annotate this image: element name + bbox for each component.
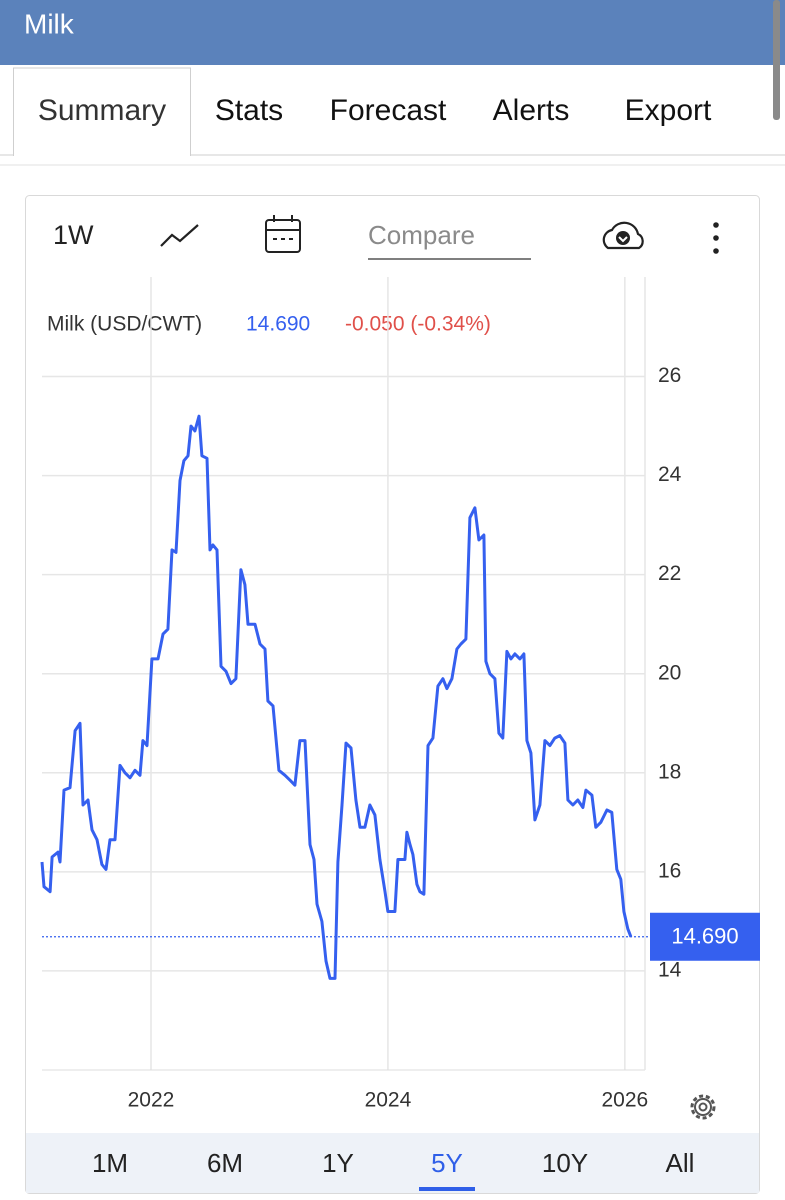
calendar-icon[interactable] (265, 215, 301, 253)
range-buttons: 1M 6M 1Y 5Y 10Y All (92, 1148, 695, 1191)
tab[interactable]: Summary (38, 94, 166, 127)
tab-selected-cover (14, 150, 190, 158)
y-tick-label: 20 (658, 661, 681, 684)
scrollbar (773, 0, 780, 120)
legend-name: Milk (USD/CWT) (47, 313, 202, 336)
range-selected-underline (419, 1187, 475, 1191)
tab[interactable]: Export (625, 94, 712, 127)
range-button[interactable]: 1M (92, 1148, 128, 1178)
last-price-label: 14.690 (671, 924, 738, 949)
x-tick-label: 2022 (128, 1089, 175, 1112)
y-tick-label: 18 (658, 760, 681, 783)
chart-card (25, 195, 760, 1194)
x-tick-label: 2024 (365, 1089, 412, 1112)
y-tick-label: 26 (658, 364, 681, 387)
y-tick-label: 16 (658, 859, 681, 882)
tab[interactable]: Stats (215, 94, 283, 127)
settings-icon[interactable] (684, 1088, 724, 1128)
range-button[interactable]: 10Y (542, 1148, 588, 1178)
price-line (40, 414, 633, 980)
x-tick-label: 2026 (602, 1089, 649, 1112)
tab-bar: Summary Stats Forecast Alerts Export (0, 67, 785, 166)
range-button[interactable]: All (666, 1148, 695, 1178)
y-tick-label: 14 (658, 958, 682, 981)
y-tick-label: 22 (658, 562, 681, 585)
last-price-box (650, 912, 760, 961)
tab-selected-frame (13, 67, 191, 156)
range-bar (26, 1133, 759, 1193)
compare-input[interactable]: Compare (368, 220, 475, 250)
download-icon[interactable] (602, 221, 644, 250)
header-title: Milk (24, 8, 75, 39)
tab[interactable]: Alerts (493, 94, 570, 127)
chart-type-icon[interactable] (160, 224, 199, 247)
legend-change: -0.050 (-0.34%) (345, 313, 491, 336)
range-button[interactable]: 6M (207, 1148, 243, 1178)
legend-last-value: 14.690 (246, 313, 310, 336)
interval-button[interactable]: 1W (53, 220, 94, 250)
range-button[interactable]: 5Y (431, 1148, 463, 1178)
tab[interactable]: Forecast (330, 94, 447, 127)
more-menu[interactable] (713, 222, 719, 254)
y-tick-label: 24 (658, 463, 682, 486)
header-bar (0, 0, 785, 65)
range-button[interactable]: 1Y (322, 1148, 354, 1178)
